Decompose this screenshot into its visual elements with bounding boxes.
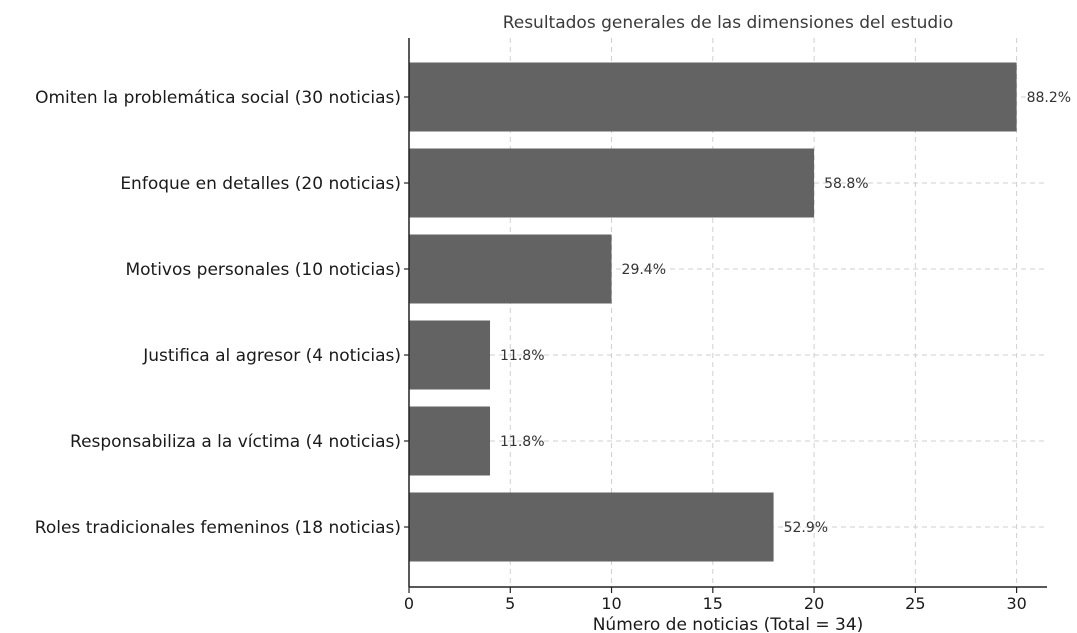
category-label: Motivos personales (10 noticias) — [125, 260, 401, 280]
data-label: 58.8% — [824, 176, 868, 192]
category-label: Enfoque en detalles (20 noticias) — [120, 174, 401, 194]
x-tick-label: 25 — [905, 594, 925, 613]
data-labels: 88.2% 58.8% 29.4% 11.8% 11.8% 52.9% — [500, 90, 1071, 536]
x-tick-label: 5 — [505, 594, 515, 613]
category-labels: Omiten la problemática social (30 notici… — [35, 88, 401, 538]
axes: 0 5 10 15 20 25 30 — [404, 38, 1047, 613]
x-tick-label: 10 — [601, 594, 621, 613]
data-label: 88.2% — [1027, 90, 1071, 106]
x-tick-label: 30 — [1006, 594, 1026, 613]
category-label: Omiten la problemática social (30 notici… — [35, 88, 401, 108]
bar — [409, 62, 1017, 132]
bar — [409, 148, 815, 218]
bar — [409, 406, 491, 476]
x-tick-label: 15 — [703, 594, 723, 613]
bar — [409, 492, 774, 562]
category-label: Responsabiliza a la víctima (4 noticias) — [70, 432, 401, 452]
category-label: Roles tradicionales femeninos (18 notici… — [35, 518, 401, 538]
bar — [409, 320, 491, 390]
data-label: 29.4% — [622, 262, 666, 278]
bar — [409, 234, 612, 304]
x-tick-label: 20 — [804, 594, 824, 613]
bars — [409, 62, 1017, 562]
x-tick-label: 0 — [404, 594, 414, 613]
chart-title: Resultados generales de las dimensiones … — [503, 13, 954, 33]
data-label: 11.8% — [500, 348, 544, 364]
data-label: 52.9% — [784, 520, 828, 536]
x-axis-label: Número de noticias (Total = 34) — [593, 615, 864, 633]
data-label: 11.8% — [500, 434, 544, 450]
category-label: Justifica al agresor (4 noticias) — [142, 346, 401, 366]
